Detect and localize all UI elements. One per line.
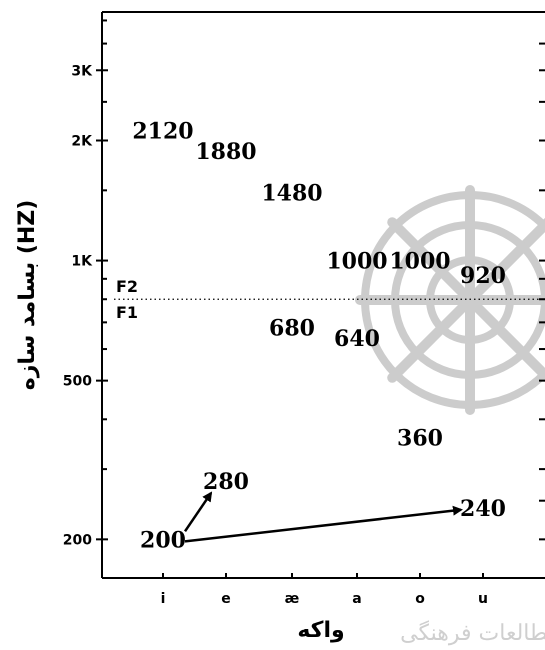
arrow-to-280 — [183, 491, 213, 533]
y-tick-label: 3K — [71, 63, 93, 79]
data-label: 2120 — [132, 118, 193, 144]
watermark-spoke — [387, 295, 475, 383]
watermark-logo: مطالعات فرهنگی — [355, 185, 545, 646]
x-tick-label: i — [161, 591, 166, 607]
data-label: 1000 — [389, 249, 450, 275]
annotation-label: 240 — [460, 496, 506, 522]
watermark-ring — [391, 221, 545, 379]
y-tick-label: 200 — [63, 532, 92, 548]
x-tick-label: u — [478, 591, 488, 607]
data-label: 920 — [460, 263, 506, 289]
y-tick-label: 1K — [71, 254, 93, 270]
watermark-spoke — [465, 295, 545, 382]
data-label: 1000 — [326, 249, 387, 275]
plot-frame — [101, 11, 545, 579]
y-axis-title: بسامد سازه (HZ) — [15, 200, 40, 391]
y-tick-label: 2K — [71, 134, 93, 150]
data-label: 1880 — [195, 139, 256, 165]
arrows — [183, 491, 463, 543]
watermark-text: مطالعات فرهنگی — [400, 620, 545, 646]
x-tick-label: a — [352, 591, 361, 607]
x-tick-label: e — [221, 591, 231, 607]
f1-label: F1 — [116, 303, 138, 322]
watermark-spoke — [465, 218, 545, 305]
watermark-ring — [361, 191, 545, 409]
data-label: 680 — [269, 315, 315, 341]
y-axis-ticks: 3K 2K 1K 500 200 — [63, 19, 545, 548]
arrow-to-240 — [184, 505, 463, 543]
annotation-label: 280 — [203, 469, 249, 495]
data-label: 1480 — [261, 181, 322, 207]
x-tick-label: o — [415, 591, 425, 607]
x-tick-label: æ — [285, 591, 300, 607]
data-label: 360 — [397, 426, 443, 452]
watermark-ring — [426, 256, 514, 344]
f2-label: F2 — [116, 277, 138, 296]
watermark-spoke — [387, 217, 475, 305]
y-tick-label: 500 — [63, 374, 92, 390]
annotation-label: 200 — [140, 527, 186, 553]
data-label: 640 — [334, 326, 380, 352]
x-axis-title: واکه — [297, 618, 344, 643]
